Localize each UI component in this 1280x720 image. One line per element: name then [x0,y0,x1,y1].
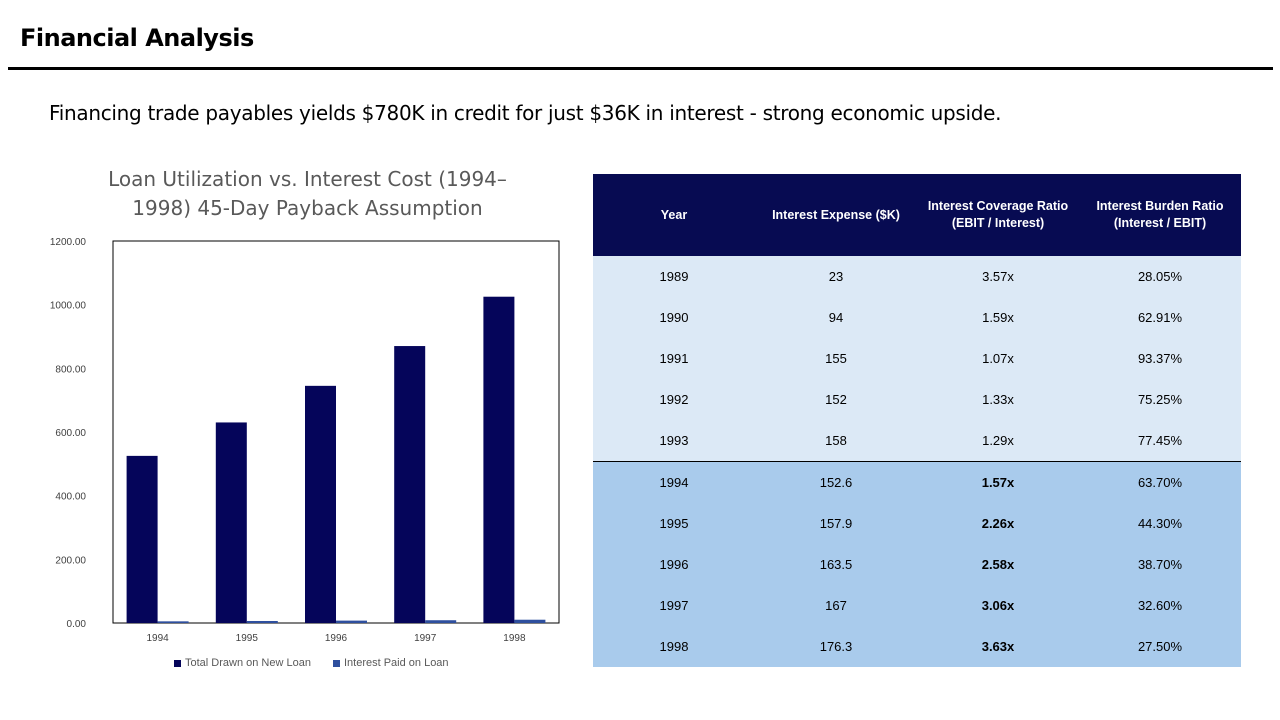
cell-burden-ratio: 75.25% [1079,379,1241,420]
cell-coverage-ratio: 1.59x [917,297,1079,338]
table-row: 1991 155 1.07x 93.37% [593,338,1241,379]
cell-interest-expense: 152.6 [755,461,917,503]
cell-coverage-ratio: 2.26x [917,503,1079,544]
chart-plot: 0.00 200.00 400.00 600.00 800.00 1000.00 1200.… [50,237,560,644]
bar-total-drawn [305,385,336,623]
cell-coverage-ratio: 3.63x [917,626,1079,667]
cell-burden-ratio: 44.30% [1079,503,1241,544]
y-tick-label: 400.00 [55,492,86,503]
legend-item-interest-paid: Interest Paid on Loan [332,657,449,669]
cell-burden-ratio: 63.70% [1079,461,1241,503]
title-divider [8,67,1273,70]
cell-interest-expense: 157.9 [755,503,917,544]
bar-chart: Loan Utilization vs. Interest Cost (1994… [30,165,575,685]
cell-interest-expense: 167 [755,585,917,626]
cell-year: 1997 [593,585,755,626]
cell-interest-expense: 23 [755,256,917,297]
bar-interest-paid [336,620,367,623]
bar-interest-paid [157,621,189,623]
chart-title: Loan Utilization vs. Interest Cost (1994… [30,165,585,223]
cell-burden-ratio: 93.37% [1079,338,1241,379]
cell-burden-ratio: 77.45% [1079,420,1241,462]
legend-label-interest-paid: Interest Paid on Loan [343,657,449,669]
cell-burden-ratio: 38.70% [1079,544,1241,585]
page-subtitle: Financing trade payables yields $780K in… [49,101,1002,125]
bar-interest-paid [425,620,457,623]
bar-total-drawn [394,346,426,623]
y-tick-label: 1200.00 [50,237,87,248]
chart-legend: Total Drawn on New Loan Interest Paid on… [174,657,449,669]
x-tick-label: 1997 [414,633,437,644]
bar-total-drawn [215,422,247,623]
cell-burden-ratio: 27.50% [1079,626,1241,667]
cell-year: 1989 [593,256,755,297]
cell-interest-expense: 94 [755,297,917,338]
bar-interest-paid [514,619,546,623]
x-tick-label: 1996 [325,633,348,644]
header-burden-ratio: Interest Burden Ratio (Interest / EBIT) [1079,174,1241,256]
legend-label-total-drawn: Total Drawn on New Loan [185,657,311,669]
table-row: 1995 157.9 2.26x 44.30% [593,503,1241,544]
interest-ratio-table: Year Interest Expense ($K) Interest Cove… [593,174,1241,667]
cell-interest-expense: 152 [755,379,917,420]
table-row: 1998 176.3 3.63x 27.50% [593,626,1241,667]
cell-year: 1996 [593,544,755,585]
x-tick-label: 1995 [236,633,259,644]
cell-interest-expense: 158 [755,420,917,462]
table-header-row: Year Interest Expense ($K) Interest Cove… [593,174,1241,256]
header-coverage-ratio: Interest Coverage Ratio (EBIT / Interest… [917,174,1079,256]
cell-coverage-ratio: 1.07x [917,338,1079,379]
bar-interest-paid [246,620,278,623]
chart-title-line-2: 1998) 45-Day Payback Assumption [132,196,483,220]
table-row: 1996 163.5 2.58x 38.70% [593,544,1241,585]
bar-total-drawn [483,296,515,623]
x-tick-label: 1998 [503,633,526,644]
cell-coverage-ratio: 2.58x [917,544,1079,585]
header-year: Year [593,174,755,256]
cell-year: 1998 [593,626,755,667]
page-title: Financial Analysis [20,24,254,52]
cell-interest-expense: 155 [755,338,917,379]
cell-burden-ratio: 32.60% [1079,585,1241,626]
y-tick-label: 0.00 [67,619,87,630]
cell-year: 1992 [593,379,755,420]
table-row: 1989 23 3.57x 28.05% [593,256,1241,297]
cell-coverage-ratio: 1.29x [917,420,1079,462]
table-row: 1990 94 1.59x 62.91% [593,297,1241,338]
cell-coverage-ratio: 3.06x [917,585,1079,626]
header-interest-expense: Interest Expense ($K) [755,174,917,256]
legend-swatch-total-drawn [174,659,181,667]
chart-title-line-1: Loan Utilization vs. Interest Cost (1994… [108,167,507,191]
cell-year: 1993 [593,420,755,462]
legend-swatch-interest-paid [332,659,340,667]
y-tick-label: 200.00 [55,555,86,566]
y-tick-label: 1000.00 [50,301,87,312]
cell-interest-expense: 176.3 [755,626,917,667]
cell-year: 1991 [593,338,755,379]
table-row: 1993 158 1.29x 77.45% [593,420,1241,462]
cell-burden-ratio: 62.91% [1079,297,1241,338]
legend-item-total-drawn: Total Drawn on New Loan [174,657,311,669]
cell-coverage-ratio: 3.57x [917,256,1079,297]
table-row: 1992 152 1.33x 75.25% [593,379,1241,420]
cell-burden-ratio: 28.05% [1079,256,1241,297]
y-tick-label: 800.00 [55,364,86,375]
cell-interest-expense: 163.5 [755,544,917,585]
cell-year: 1990 [593,297,755,338]
cell-year: 1995 [593,503,755,544]
table-row: 1997 167 3.06x 32.60% [593,585,1241,626]
table-row: 1994 152.6 1.57x 63.70% [593,461,1241,503]
y-tick-label: 600.00 [55,428,86,439]
cell-year: 1994 [593,461,755,503]
cell-coverage-ratio: 1.33x [917,379,1079,420]
table-body: 1989 23 3.57x 28.05% 1990 94 1.59x 62.91% 1991 15… [593,256,1241,667]
bar-total-drawn [126,455,158,623]
x-tick-label: 1994 [146,633,169,644]
cell-coverage-ratio: 1.57x [917,461,1079,503]
